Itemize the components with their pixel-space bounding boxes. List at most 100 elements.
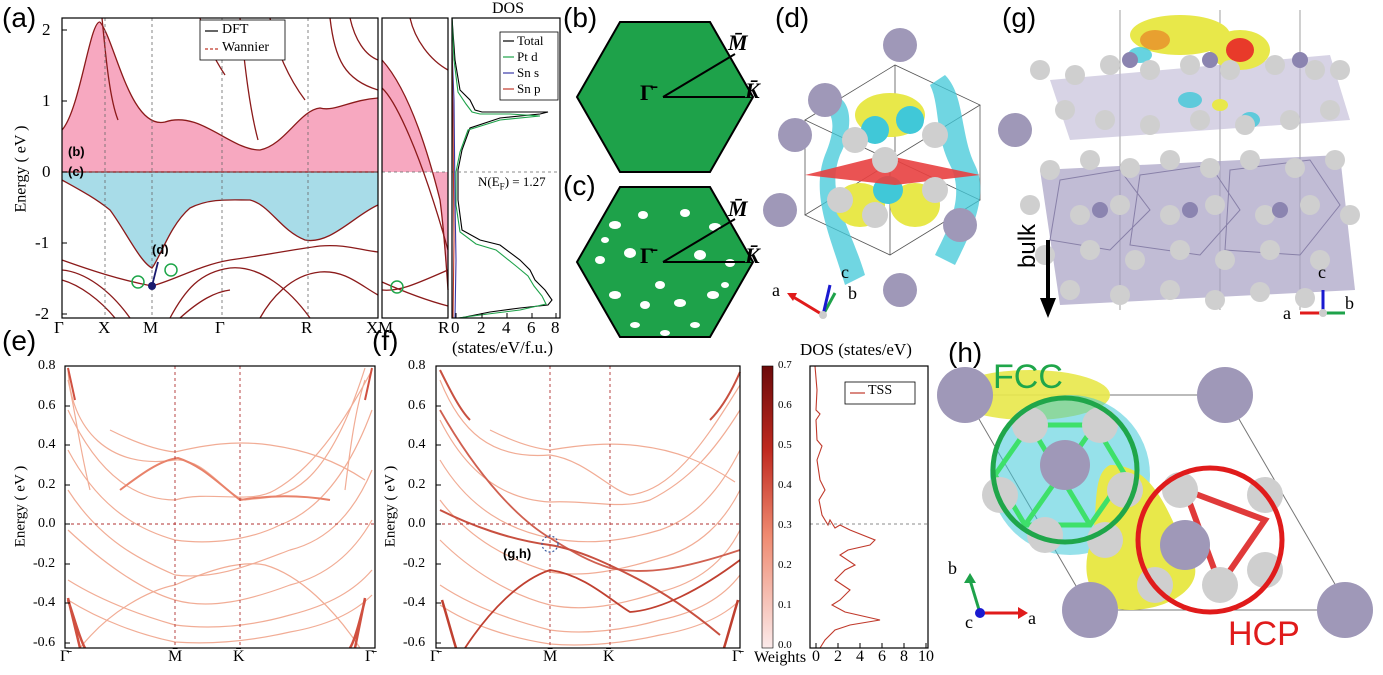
panel-label-d: (d) <box>775 2 810 33</box>
kpoint-a-x2: X <box>366 318 379 337</box>
ytick-f-0.2: 0.2 <box>408 477 426 492</box>
panel-label-f: (f) <box>372 325 399 356</box>
green-circle-right <box>164 263 178 277</box>
ytick-f-0.6: 0.6 <box>408 398 426 413</box>
pink-region-main <box>62 21 378 172</box>
ytick-f-0.8: 0.8 <box>408 358 426 373</box>
ytick-f-m0.6: -0.6 <box>403 635 426 650</box>
panel-b-m: M̄ <box>728 30 748 55</box>
dos-a-legend-ptd: Pt d <box>517 49 538 64</box>
dos-a-xtick-8: 8 <box>551 318 560 337</box>
panel-g-axis-c: c <box>1318 262 1326 282</box>
ytick-f-0.0: 0.0 <box>408 516 426 531</box>
ytick-e-0.2: 0.2 <box>38 477 56 492</box>
ytick-e-m0.4: -0.4 <box>33 595 56 610</box>
panel-label-a: (a) <box>2 2 37 33</box>
panel-b-k: K̄ <box>745 78 760 103</box>
ytick-a-1: 1 <box>42 91 51 110</box>
panel-label-c: (c) <box>563 170 596 201</box>
kpoint-f-k: K̄ <box>603 648 615 665</box>
panel-f-bandstructure <box>435 365 930 649</box>
dos-f-xtick-2: 2 <box>834 648 842 665</box>
kpoint-e-gamma2: Γ̄ <box>365 648 375 665</box>
colorbar <box>761 365 774 649</box>
annotation-gh: (g,h) <box>503 546 532 561</box>
colorbar-tick-0.1: 0.1 <box>778 599 792 611</box>
hcp-circle <box>1135 465 1285 615</box>
kpoint-a-m: M <box>143 318 159 337</box>
panel-d-axis-a: a <box>772 280 780 300</box>
annotation-c: (c) <box>68 164 84 179</box>
ytick-e-m0.2: -0.2 <box>33 556 56 571</box>
panel-label-g: (g) <box>1002 2 1037 33</box>
panel-d-axis-c: c <box>841 262 849 282</box>
colorbar-tick-0.3: 0.3 <box>778 519 792 531</box>
kpoint-a-gamma2: Γ <box>215 318 225 337</box>
panel-label-h: (h) <box>948 337 983 368</box>
panel-e-bandstructure <box>64 365 376 649</box>
ytick-e-0.4: 0.4 <box>38 437 56 452</box>
green-circle-left <box>131 275 145 289</box>
dos-f-title: DOS (states/eV) <box>800 340 912 359</box>
panel-d-unitcell <box>763 28 1032 319</box>
kpoint-f-gamma1: Γ̄ <box>430 648 440 665</box>
fcc-circle <box>990 395 1140 545</box>
hcp-label: HCP <box>1228 615 1300 653</box>
panel-e-ylabel: Energy ( eV ) <box>12 465 29 548</box>
ytick-e-0.0: 0.0 <box>38 516 56 531</box>
tss-dos-curve <box>814 365 881 649</box>
ytick-f-m0.4: -0.4 <box>403 595 426 610</box>
dos-f-xtick-0: 0 <box>812 648 820 665</box>
kpoint-e-k: K̄ <box>233 648 245 665</box>
ytick-e-0.6: 0.6 <box>38 398 56 413</box>
colorbar-tick-0.7: 0.7 <box>778 359 792 371</box>
panel-f-ylabel: Energy ( eV ) <box>382 465 399 548</box>
dos-f-legend: TSS <box>868 383 893 398</box>
panel-b-gamma: Γ̄ <box>640 80 654 105</box>
ytick-e-0.8: 0.8 <box>38 358 56 373</box>
panel-h-axis-c: c <box>965 612 973 632</box>
kpoint-a-r: R <box>301 318 313 337</box>
panel-a-ylabel: Energy ( eV ) <box>12 125 30 213</box>
annotation-b: (b) <box>68 144 85 159</box>
dos-a-xtick-4: 4 <box>502 318 511 337</box>
ytick-a-m1: -1 <box>35 233 50 252</box>
colorbar-label: Weights <box>754 649 807 666</box>
cyan-region-main <box>62 172 378 268</box>
dos-f-xtick-4: 4 <box>856 648 864 665</box>
kpoint-e-m: M̄ <box>168 648 183 665</box>
dos-a-xtick-0: 0 <box>451 318 460 337</box>
panel-c-m: M̄ <box>728 196 748 221</box>
fcc-label: FCC <box>993 358 1063 396</box>
dos-a-legend-total: Total <box>517 33 544 48</box>
colorbar-tick-0.5: 0.5 <box>778 439 792 451</box>
panel-c-gamma: Γ̄ <box>640 243 654 268</box>
bulk-arrow <box>1040 240 1056 318</box>
kpoint-a-x: X <box>98 318 111 337</box>
panel-c-k: K̄ <box>745 243 760 268</box>
ytick-a-2: 2 <box>42 20 51 39</box>
panel-g-axis-a: a <box>1283 303 1291 323</box>
dos-a-legend-sns: Sn s <box>517 65 540 80</box>
panel-g-axis-b: b <box>1345 293 1354 313</box>
dos-a-xlabel: (states/eV/f.u.) <box>452 338 554 357</box>
panel-label-e: (e) <box>2 325 37 356</box>
annotation-d: (d) <box>152 242 169 257</box>
ytick-a-0: 0 <box>42 162 51 181</box>
dos-a-xtick-6: 6 <box>527 318 536 337</box>
ytick-a-m2: -2 <box>35 304 50 323</box>
panel-a-bandstructure <box>61 17 561 319</box>
kpoint-f-gamma2: Γ̄ <box>732 648 742 665</box>
colorbar-tick-0.4: 0.4 <box>778 479 792 491</box>
kpoint-a-m-right: M <box>378 318 394 337</box>
kpoint-e-gamma1: Γ̄ <box>60 648 70 665</box>
kpoint-f-m: M̄ <box>543 648 558 665</box>
dos-f-xtick-6: 6 <box>878 648 886 665</box>
dos-f-xtick-8: 8 <box>900 648 908 665</box>
panel-c-hexagon <box>575 186 755 338</box>
colorbar-tick-0.6: 0.6 <box>778 399 792 411</box>
dos-f-xtick-10: 10 <box>918 648 934 665</box>
panel-b-hexagon <box>575 21 755 173</box>
panel-label-b: (b) <box>563 2 598 33</box>
panel-h-axis-a: a <box>1028 608 1036 628</box>
